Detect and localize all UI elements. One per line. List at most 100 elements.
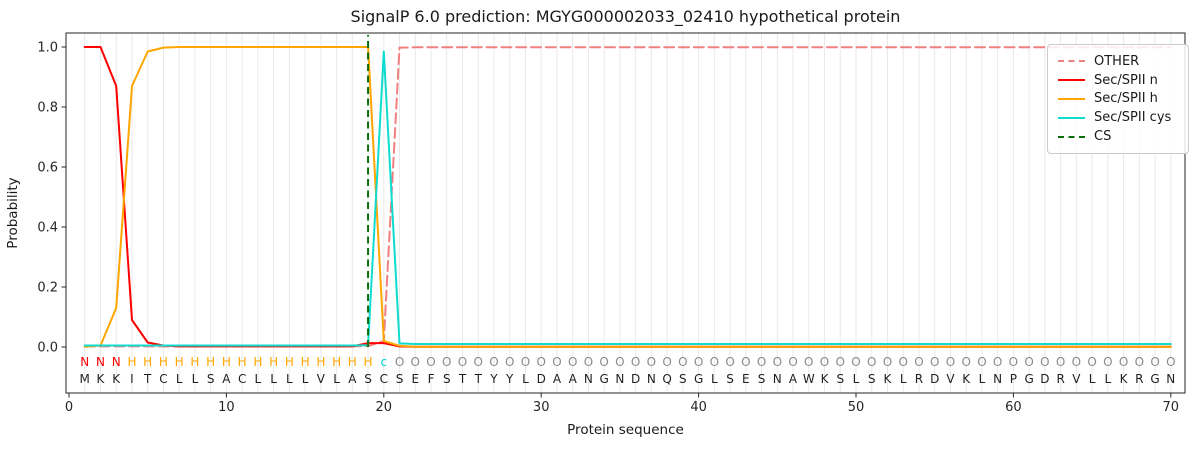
residue-letter: N bbox=[773, 372, 782, 386]
residue-class-letter: O bbox=[411, 355, 420, 369]
legend-label: CS bbox=[1094, 129, 1112, 145]
residue-class-letter: O bbox=[725, 355, 734, 369]
residue-class-letter: O bbox=[694, 355, 703, 369]
residue-class-letter: N bbox=[80, 355, 89, 369]
residue-class-letter: O bbox=[1009, 355, 1018, 369]
legend-label: Sec/SPII cys bbox=[1094, 110, 1172, 126]
residue-letter: S bbox=[758, 372, 766, 386]
residue-letter: A bbox=[789, 372, 798, 386]
residue-letter: L bbox=[711, 372, 718, 386]
legend-swatch-sec-spii-n bbox=[1058, 79, 1085, 82]
residue-letter: S bbox=[396, 372, 404, 386]
legend-swatch-cs bbox=[1058, 135, 1085, 138]
residue-class-letter: O bbox=[1040, 355, 1049, 369]
residue-letter: G bbox=[600, 372, 609, 386]
residue-class-letter: N bbox=[96, 355, 105, 369]
residue-class-letter: O bbox=[631, 355, 640, 369]
residue-letter: L bbox=[900, 372, 907, 386]
residue-letter: K bbox=[1120, 372, 1129, 386]
residue-class-letter: O bbox=[442, 355, 451, 369]
residue-class-letter: O bbox=[1135, 355, 1144, 369]
residue-letter: C bbox=[380, 372, 388, 386]
residue-class-letter: H bbox=[175, 355, 184, 369]
residue-class-letter: H bbox=[159, 355, 168, 369]
legend-label: OTHER bbox=[1094, 53, 1140, 69]
residue-letter: Y bbox=[505, 372, 514, 386]
legend: OTHER Sec/SPII n Sec/SPII h Sec/SPII cys CS bbox=[1047, 44, 1189, 154]
residue-letter: S bbox=[836, 372, 844, 386]
residue-class-letter: O bbox=[536, 355, 545, 369]
residue-letter: K bbox=[962, 372, 971, 386]
x-tick-label: 70 bbox=[1163, 400, 1180, 415]
y-tick-label: 0.6 bbox=[37, 161, 58, 176]
residue-class-letter: O bbox=[993, 355, 1002, 369]
residue-letter: E bbox=[742, 372, 750, 386]
residue-class-letter: O bbox=[741, 355, 750, 369]
residue-letter: N bbox=[993, 372, 1002, 386]
legend-swatch-sec-spii-h bbox=[1058, 97, 1085, 100]
residue-class-letter: H bbox=[269, 355, 278, 369]
residue-class-letter: H bbox=[301, 355, 310, 369]
residue-letter: K bbox=[97, 372, 106, 386]
x-tick-label: 20 bbox=[376, 400, 393, 415]
residue-class-letter: O bbox=[505, 355, 514, 369]
residue-class-letter: O bbox=[1024, 355, 1033, 369]
residue-class-letter: O bbox=[788, 355, 797, 369]
legend-label: Sec/SPII n bbox=[1094, 72, 1158, 88]
residue-letter: S bbox=[868, 372, 876, 386]
residue-class-letter: H bbox=[222, 355, 231, 369]
plot-border bbox=[65, 32, 1186, 394]
x-tick-label: 30 bbox=[533, 400, 550, 415]
y-axis-label: Probability bbox=[5, 177, 21, 248]
residue-letter: D bbox=[930, 372, 939, 386]
residue-class-letter: O bbox=[521, 355, 530, 369]
residue-letter: L bbox=[192, 372, 199, 386]
residue-letter: D bbox=[537, 372, 546, 386]
residue-class-letter: H bbox=[332, 355, 341, 369]
residue-class-letter: H bbox=[206, 355, 215, 369]
residue-letter: C bbox=[238, 372, 246, 386]
residue-letter: V bbox=[317, 372, 326, 386]
residue-letter: R bbox=[1056, 372, 1064, 386]
residue-letter: W bbox=[803, 372, 815, 386]
residue-class-letter: O bbox=[804, 355, 813, 369]
residue-letter: C bbox=[159, 372, 167, 386]
residue-class-letter: H bbox=[285, 355, 294, 369]
residue-class-letter: O bbox=[1087, 355, 1096, 369]
residue-letter: L bbox=[255, 372, 262, 386]
residue-letter: G bbox=[694, 372, 703, 386]
residue-class-letter: H bbox=[143, 355, 152, 369]
x-tick-label: 0 bbox=[65, 400, 73, 415]
residue-class-letter: H bbox=[348, 355, 357, 369]
residue-letter: A bbox=[222, 372, 231, 386]
residue-class-letter: O bbox=[914, 355, 923, 369]
residue-class-letter: H bbox=[127, 355, 136, 369]
residue-class-letter: H bbox=[364, 355, 373, 369]
residue-letter: T bbox=[143, 372, 152, 386]
residue-class-letter: O bbox=[678, 355, 687, 369]
residue-letter: R bbox=[1135, 372, 1143, 386]
residue-class-letter: O bbox=[1166, 355, 1175, 369]
residue-letter: T bbox=[474, 372, 483, 386]
residue-letter: L bbox=[979, 372, 986, 386]
x-tick-label: 50 bbox=[848, 400, 865, 415]
residue-class-letter: O bbox=[851, 355, 860, 369]
legend-item-cs: CS bbox=[1058, 127, 1178, 146]
residue-letter: G bbox=[1150, 372, 1159, 386]
residue-class-letter: O bbox=[757, 355, 766, 369]
residue-class-letter: O bbox=[930, 355, 939, 369]
residue-letter: L bbox=[286, 372, 293, 386]
residue-letter: S bbox=[679, 372, 687, 386]
residue-class-letter: O bbox=[584, 355, 593, 369]
residue-class-letter: O bbox=[1072, 355, 1081, 369]
residue-class-letter: O bbox=[1056, 355, 1065, 369]
y-tick-label: 0.8 bbox=[37, 101, 58, 116]
residue-class-letter: H bbox=[238, 355, 247, 369]
residue-letter: L bbox=[176, 372, 183, 386]
residue-class-letter: O bbox=[961, 355, 970, 369]
residue-letter: N bbox=[1166, 372, 1175, 386]
residue-class-letter: H bbox=[253, 355, 262, 369]
legend-item-sec-spii-n: Sec/SPII n bbox=[1058, 71, 1178, 90]
residue-class-letter: O bbox=[773, 355, 782, 369]
